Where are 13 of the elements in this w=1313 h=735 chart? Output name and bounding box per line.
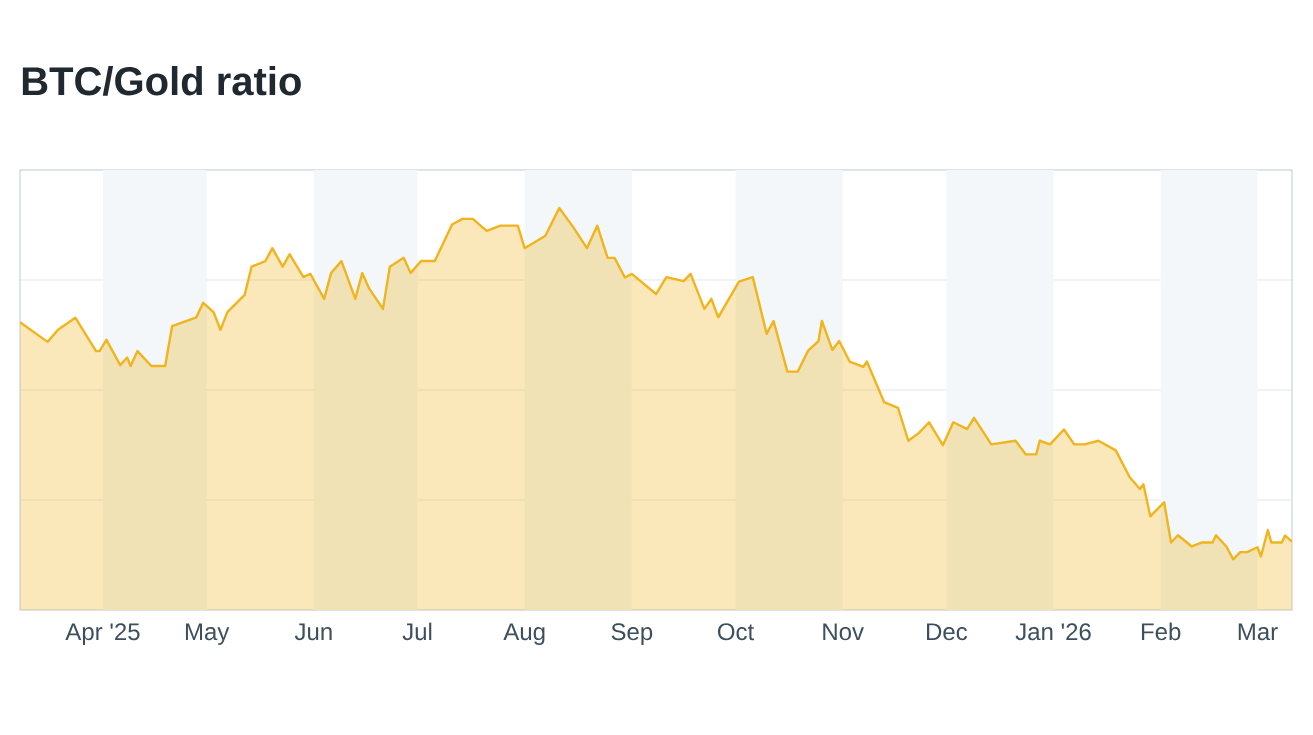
- x-tick-label: Jul: [402, 622, 432, 641]
- x-tick-label: Jun: [294, 623, 332, 641]
- x-tick-label: Sep: [611, 623, 653, 645]
- x-tick-label: Nov: [823, 623, 864, 641]
- x-tick-label: Dec: [927, 623, 968, 641]
- x-tick-label: Oct: [717, 623, 755, 641]
- x-tick-label: Jan '26: [1015, 623, 1091, 641]
- x-tick-label: May: [185, 623, 230, 645]
- x-tick-label: Apr '25: [65, 623, 140, 645]
- x-tick-label: Aug: [503, 623, 545, 645]
- x-tick-label: Feb: [1141, 622, 1181, 641]
- x-tick-label: Mar: [1238, 623, 1278, 641]
- chart-title: BTC/Gold ratio: [22, 66, 301, 96]
